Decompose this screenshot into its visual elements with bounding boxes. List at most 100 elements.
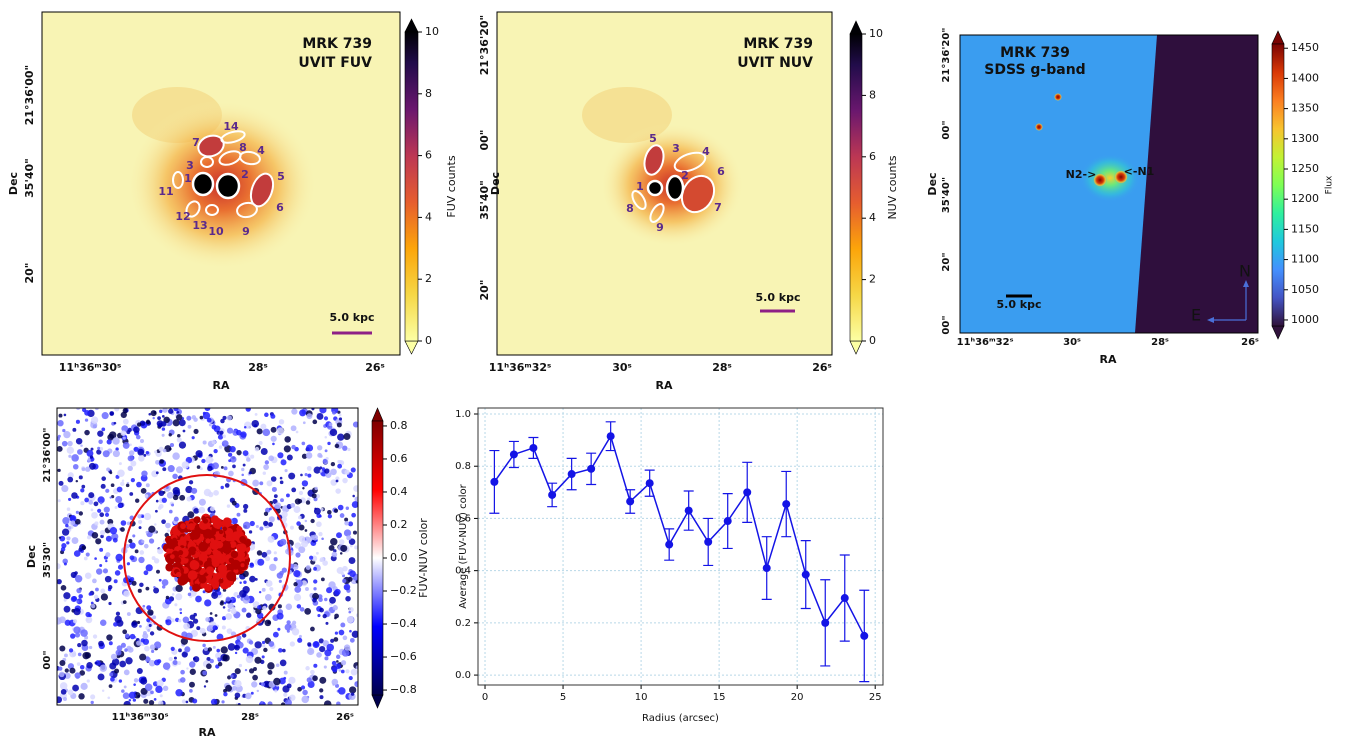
pixel-noise — [145, 451, 150, 455]
colorbar-tick-label: 1200 — [1291, 192, 1319, 205]
pixel-noise — [172, 419, 180, 427]
pixel-noise — [72, 619, 78, 624]
red-core — [233, 568, 239, 574]
scale-bar-label: 5.0 kpc — [755, 291, 800, 304]
pixel-noise — [229, 455, 237, 463]
pixel-noise — [217, 434, 224, 440]
pixel-noise — [62, 697, 67, 702]
pixel-noise — [261, 551, 268, 558]
aperture-circle — [123, 474, 291, 642]
pixel-noise — [304, 529, 308, 532]
pixel-noise — [295, 552, 301, 558]
pixel-noise — [345, 669, 350, 674]
pixel-noise — [297, 686, 302, 692]
pixel-noise — [289, 694, 296, 701]
data-point — [743, 488, 752, 497]
pixel-noise — [79, 664, 85, 670]
pixel-noise — [115, 553, 123, 562]
pixel-noise — [168, 408, 174, 414]
pixel-noise — [73, 626, 81, 634]
colorbar-tick-label: −0.6 — [390, 650, 417, 663]
pixel-noise — [129, 633, 136, 640]
red-core — [198, 575, 207, 584]
pixel-noise — [245, 692, 252, 700]
region-aperture — [200, 156, 214, 168]
pixel-noise — [161, 415, 165, 418]
pixel-noise — [211, 424, 217, 430]
pixel-noise — [138, 556, 145, 564]
pixel-noise — [313, 641, 319, 647]
pixel-noise — [58, 671, 65, 678]
pixel-noise — [291, 444, 296, 450]
colorbar-label: FUV-NUV color — [417, 518, 430, 598]
pixel-noise — [136, 422, 142, 427]
pixel-noise — [335, 488, 341, 494]
region-aperture — [185, 200, 201, 218]
pixel-noise — [320, 507, 324, 511]
pixel-noise — [120, 430, 127, 437]
pixel-noise — [155, 471, 159, 475]
pixel-noise — [67, 689, 74, 696]
pixel-noise — [86, 679, 90, 683]
pixel-noise — [222, 443, 225, 447]
pixel-noise — [305, 587, 309, 591]
pixel-noise — [115, 447, 119, 451]
pixel-noise — [333, 508, 339, 513]
pixel-noise — [96, 449, 102, 455]
region-label: 5 — [277, 170, 285, 183]
pixel-noise — [328, 581, 336, 589]
pixel-noise — [121, 425, 129, 433]
region-aperture — [220, 130, 246, 144]
pixel-noise — [123, 669, 130, 676]
pixel-noise — [113, 622, 118, 627]
red-core — [198, 541, 208, 552]
pixel-noise — [305, 500, 311, 505]
pixel-noise — [58, 413, 63, 418]
pixel-noise — [331, 660, 337, 666]
pixel-noise — [255, 525, 259, 529]
pixel-noise — [84, 572, 92, 580]
scale-bar-label: 5.0 kpc — [996, 298, 1041, 311]
pixel-noise — [90, 508, 94, 512]
y-axis-label: Dec — [926, 172, 939, 195]
pixel-noise — [181, 651, 188, 658]
pixel-noise — [269, 586, 274, 592]
red-core — [183, 534, 191, 541]
pixel-noise — [270, 476, 277, 482]
pixel-noise — [186, 667, 189, 670]
pixel-noise — [207, 491, 214, 498]
pixel-noise — [206, 657, 211, 662]
pixel-noise — [324, 436, 328, 439]
pixel-noise — [131, 621, 138, 628]
pixel-noise — [189, 668, 196, 675]
colorbar-extend — [371, 407, 384, 422]
x-tick-label: 26ˢ — [336, 712, 354, 723]
pixel-noise — [312, 419, 318, 425]
colorbar-tick-label: 1400 — [1291, 71, 1319, 84]
pixel-noise — [191, 487, 198, 494]
pixel-noise — [109, 411, 115, 416]
pixel-noise — [101, 476, 106, 481]
red-core — [177, 576, 187, 586]
pixel-noise — [307, 473, 312, 478]
pixel-noise — [99, 563, 103, 567]
pixel-noise — [117, 503, 123, 509]
pixel-noise — [141, 515, 144, 518]
pixel-noise — [158, 490, 165, 497]
pixel-noise — [274, 689, 278, 693]
pixel-noise — [114, 570, 121, 576]
compass-arrowhead — [1207, 317, 1214, 323]
pixel-noise — [120, 520, 127, 526]
pixel-noise — [74, 672, 81, 679]
pixel-noise — [349, 629, 352, 633]
x-tick-label: 26ˢ — [1241, 337, 1259, 348]
pixel-noise — [230, 674, 234, 678]
y-tick-label: 00" — [941, 120, 952, 139]
pixel-noise — [129, 576, 135, 582]
pixel-noise — [341, 649, 350, 657]
pixel-noise — [155, 685, 163, 694]
pixel-noise — [277, 604, 282, 609]
pixel-noise — [316, 652, 322, 658]
pixel-noise — [75, 419, 80, 424]
